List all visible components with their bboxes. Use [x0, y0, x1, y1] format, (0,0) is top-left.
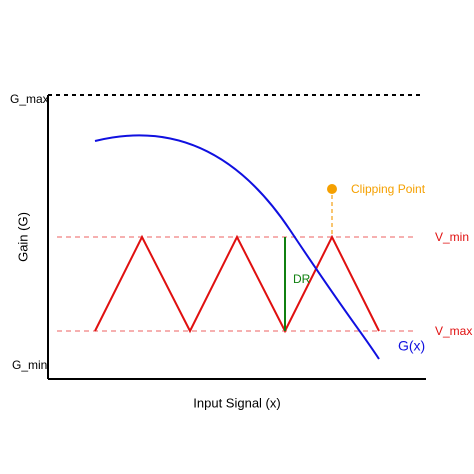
clipping-label: Clipping Point	[351, 182, 426, 196]
dr-label: DR	[293, 272, 311, 286]
clipping-point	[327, 184, 337, 194]
g-max-label: G_max	[10, 92, 49, 106]
v-min-label: V_min	[435, 230, 469, 244]
signal-wave	[94, 234, 380, 334]
curve-label: G(x)	[398, 338, 425, 354]
gain-curve	[94, 134, 380, 360]
g-min-label: G_min	[12, 358, 47, 372]
x-axis-label: Input Signal (x)	[193, 395, 280, 410]
v-max-label: V_max	[435, 324, 472, 338]
y-axis-label: Gain (G)	[15, 212, 30, 262]
